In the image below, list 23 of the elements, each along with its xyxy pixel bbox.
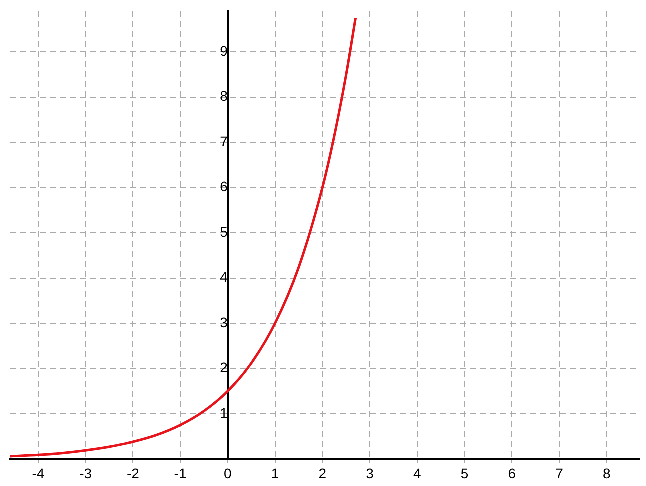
y-tick-label: 1	[220, 404, 228, 421]
line-series	[10, 16, 358, 458]
x-tick-label: 7	[556, 465, 564, 482]
y-tick-label: 3	[220, 314, 228, 330]
x-tick-label: 1	[271, 465, 280, 482]
x-tick-label: -3	[80, 465, 92, 482]
x-tick-label: 8	[602, 465, 611, 482]
y-tick-label: 2	[220, 360, 228, 376]
x-tick-label: -4	[32, 465, 45, 482]
x-tick-label: 5	[460, 465, 469, 482]
x-tick-label: 2	[318, 465, 327, 482]
y-tick-label: 4	[220, 269, 228, 286]
y-tick-label: 6	[220, 178, 228, 195]
x-tick-label: 0	[224, 465, 232, 482]
x-tick-label: 3	[366, 465, 374, 482]
y-tick-label: 5	[220, 224, 228, 240]
x-tick-label: 6	[508, 465, 516, 482]
y-tick-label: 9	[220, 42, 228, 59]
y-tick-label: 7	[220, 133, 228, 150]
x-tick-label: -1	[174, 465, 187, 482]
x-tick-label: 4	[413, 465, 422, 482]
x-tick-label: -2	[126, 465, 140, 482]
y-tick-label: 8	[220, 88, 228, 104]
